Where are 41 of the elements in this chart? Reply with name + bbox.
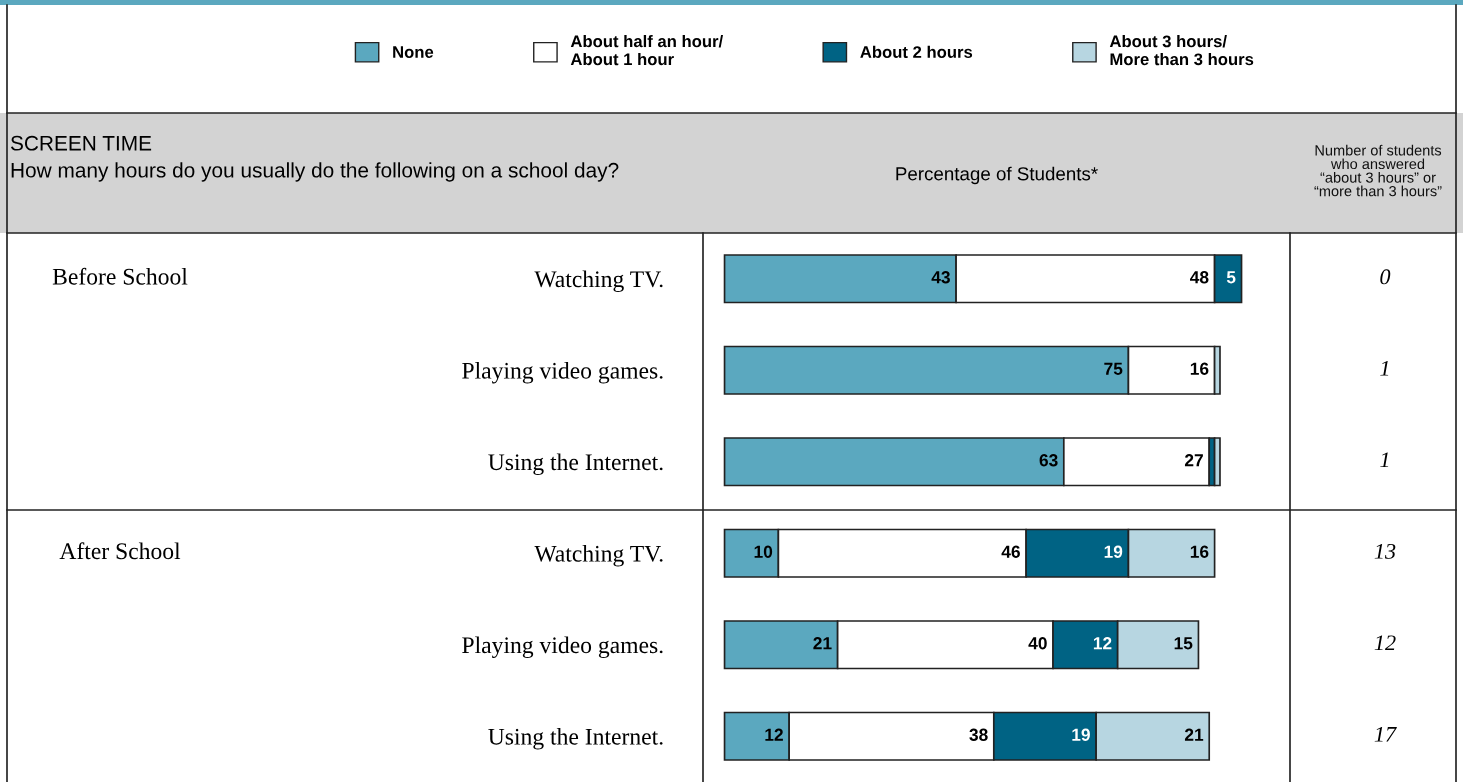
data-label: 75 — [1104, 362, 1123, 375]
text: 1 — [1380, 452, 1389, 468]
data-label: 16 — [1190, 545, 1209, 558]
text: 17 — [1374, 726, 1397, 742]
data-label: 21 — [1184, 728, 1204, 741]
y-tick-label: Watching TV. — [534, 545, 663, 567]
text: Before School — [52, 267, 188, 285]
data-label: 48 — [1190, 271, 1209, 284]
text: 12 — [1374, 635, 1396, 651]
text: 0 — [1380, 269, 1391, 285]
data-label: 27 — [1184, 454, 1203, 467]
data-label: 15 — [1174, 637, 1193, 650]
text: Number of students who answered “about 3 hours” or “more than 3 hours” — [1314, 144, 1442, 197]
legend-label: About 3 hours/ More than 3 hours — [1109, 35, 1254, 66]
data-label: 19 — [1072, 728, 1090, 741]
legend-label: About half an hour/ About 1 hour — [570, 35, 724, 66]
data-label: 12 — [1093, 637, 1112, 650]
data-label: 12 — [765, 728, 783, 741]
data-label: 19 — [1104, 545, 1123, 558]
text: How many hours do you usually do the following on a school day? — [11, 162, 619, 182]
text: SCREEN TIME — [10, 135, 152, 151]
y-tick-label: Playing video games. — [462, 636, 663, 659]
data-label: 16 — [1190, 362, 1209, 375]
y-tick-label: Using the Internet. — [488, 453, 663, 476]
data-label: 43 — [931, 271, 950, 284]
data-label: 5 — [1226, 271, 1236, 284]
text: After School — [59, 542, 181, 560]
legend-label: About 2 hours — [860, 45, 973, 58]
text: 13 — [1374, 543, 1396, 559]
x-axis-title: Percentage of Students* — [896, 166, 1098, 185]
legend-label: None — [393, 46, 434, 58]
data-label: 10 — [754, 545, 773, 558]
data-label: 46 — [1001, 545, 1020, 558]
data-label: 38 — [969, 728, 988, 741]
text: 1 — [1380, 360, 1389, 376]
data-label: 63 — [1039, 454, 1058, 467]
y-tick-label: Playing video games. — [462, 362, 663, 384]
data-label: 21 — [813, 637, 832, 650]
data-label: 40 — [1028, 637, 1047, 650]
y-tick-label: Using the Internet. — [488, 728, 663, 750]
y-tick-label: Watching TV. — [534, 270, 663, 293]
